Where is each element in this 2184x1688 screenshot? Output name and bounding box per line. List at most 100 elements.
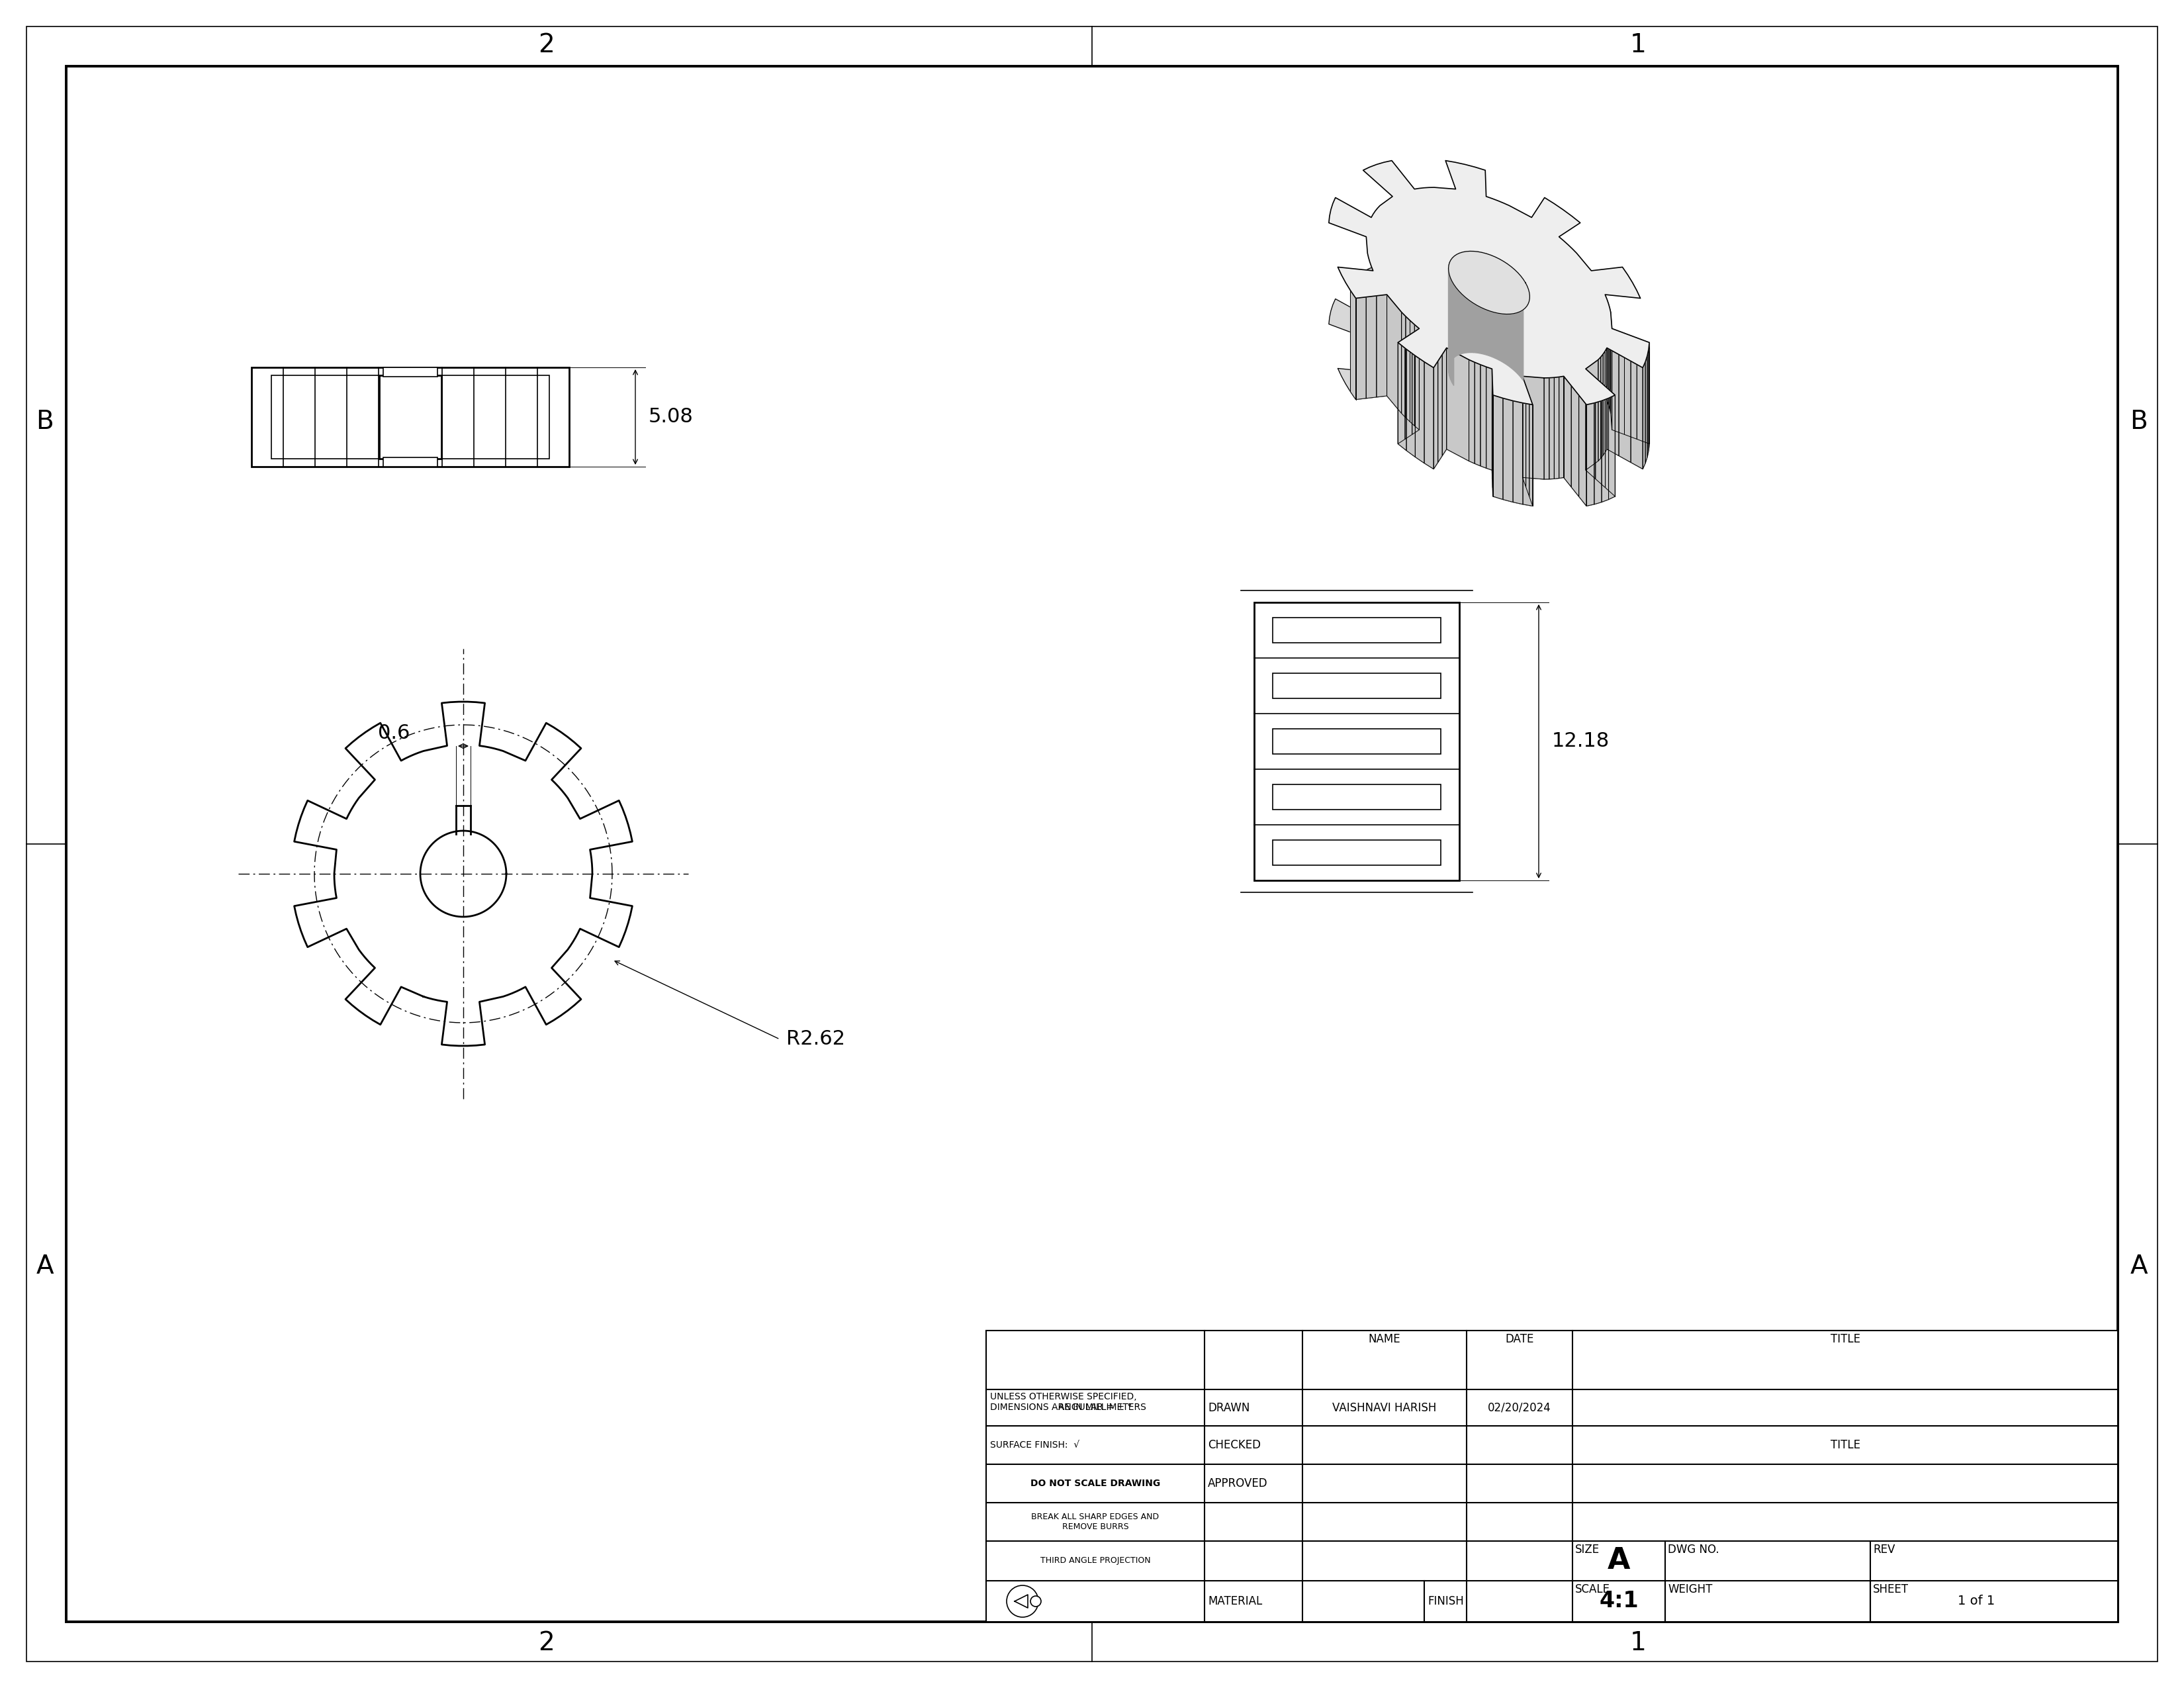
Polygon shape [1465, 252, 1470, 353]
Text: B: B [2129, 410, 2147, 434]
Polygon shape [1631, 361, 1642, 469]
Polygon shape [1564, 376, 1570, 488]
Polygon shape [1612, 329, 1625, 434]
Polygon shape [1402, 312, 1406, 417]
Polygon shape [1527, 387, 1529, 496]
Text: 5.08: 5.08 [649, 407, 695, 427]
Text: A: A [2129, 1254, 2147, 1278]
Polygon shape [1398, 343, 1406, 451]
Bar [1273, 785, 1441, 810]
Polygon shape [1457, 253, 1459, 356]
Bar [1273, 674, 1441, 699]
Polygon shape [1433, 361, 1437, 469]
Polygon shape [1605, 387, 1614, 496]
Text: R2.62: R2.62 [786, 1030, 845, 1048]
Polygon shape [1559, 376, 1564, 478]
Polygon shape [1479, 252, 1483, 354]
Polygon shape [1555, 376, 1559, 479]
Polygon shape [1518, 273, 1520, 378]
Polygon shape [1496, 257, 1500, 360]
Text: 1 of 1: 1 of 1 [1957, 1595, 1994, 1607]
Polygon shape [1607, 348, 1618, 456]
Polygon shape [1448, 252, 1529, 314]
Polygon shape [1618, 354, 1631, 463]
Polygon shape [1594, 400, 1601, 505]
Text: A: A [1607, 1546, 1629, 1575]
Polygon shape [1642, 361, 1645, 469]
Polygon shape [1500, 258, 1503, 363]
Text: BREAK ALL SHARP EDGES AND
REMOVE BURRS: BREAK ALL SHARP EDGES AND REMOVE BURRS [1031, 1512, 1160, 1531]
Text: SHEET: SHEET [1874, 1583, 1909, 1595]
Polygon shape [1494, 395, 1503, 500]
Polygon shape [1415, 324, 1420, 430]
Polygon shape [1610, 395, 1614, 500]
Polygon shape [1367, 295, 1376, 398]
Polygon shape [1579, 395, 1586, 506]
Text: MATERIAL: MATERIAL [1208, 1595, 1262, 1607]
Bar [384, 457, 437, 466]
Text: NAME: NAME [1369, 1334, 1400, 1345]
Polygon shape [1544, 378, 1548, 479]
Polygon shape [1459, 252, 1463, 354]
Polygon shape [1437, 354, 1441, 463]
Polygon shape [1503, 398, 1514, 501]
Text: 12.18: 12.18 [1553, 733, 1610, 751]
Polygon shape [1597, 378, 1605, 488]
Text: SIZE: SIZE [1575, 1545, 1599, 1556]
Polygon shape [1492, 255, 1496, 358]
Bar [1273, 841, 1441, 866]
Text: ANGULAR = ± °: ANGULAR = ± ° [1059, 1403, 1131, 1413]
Polygon shape [1463, 252, 1465, 353]
Text: FINISH: FINISH [1428, 1595, 1463, 1607]
Polygon shape [1601, 398, 1610, 501]
Text: B: B [37, 410, 55, 434]
Polygon shape [1599, 356, 1601, 461]
Polygon shape [1487, 253, 1492, 356]
Text: UNLESS OTHERWISE SPECIFIED,
DIMENSIONS ARE IN MILLIMETERS: UNLESS OTHERWISE SPECIFIED, DIMENSIONS A… [989, 1393, 1147, 1413]
Polygon shape [1481, 365, 1487, 468]
Text: 2: 2 [537, 1631, 555, 1656]
Polygon shape [1503, 262, 1507, 365]
Polygon shape [1446, 348, 1470, 461]
Polygon shape [1441, 348, 1446, 456]
Bar [1254, 603, 1459, 881]
Polygon shape [1328, 160, 1649, 405]
Polygon shape [1470, 360, 1474, 464]
Polygon shape [1570, 387, 1579, 496]
Polygon shape [1406, 349, 1415, 457]
Polygon shape [1520, 277, 1522, 380]
Text: TITLE: TITLE [1830, 1334, 1861, 1345]
Text: SCALE: SCALE [1575, 1583, 1610, 1595]
Bar [987, 1330, 2118, 1622]
Polygon shape [1474, 252, 1479, 353]
Text: SURFACE FINISH:  √: SURFACE FINISH: √ [989, 1440, 1079, 1450]
Polygon shape [1529, 395, 1533, 506]
Polygon shape [1514, 400, 1522, 505]
Polygon shape [1455, 255, 1457, 358]
Polygon shape [1470, 252, 1474, 353]
Polygon shape [1636, 338, 1649, 444]
Bar [384, 368, 437, 376]
Text: VAISHNAVI HARISH: VAISHNAVI HARISH [1332, 1401, 1437, 1413]
Polygon shape [1483, 253, 1487, 354]
Text: 1: 1 [1629, 1631, 1647, 1656]
Text: WEIGHT: WEIGHT [1669, 1583, 1712, 1595]
Polygon shape [1387, 295, 1402, 414]
Text: 02/20/2024: 02/20/2024 [1487, 1401, 1551, 1413]
Polygon shape [1487, 366, 1492, 471]
Text: 0.6: 0.6 [378, 724, 411, 743]
Polygon shape [1516, 270, 1518, 375]
Text: 2: 2 [537, 32, 555, 57]
Text: 4:1: 4:1 [1599, 1590, 1638, 1612]
Polygon shape [1376, 295, 1387, 397]
Text: REV: REV [1874, 1545, 1896, 1556]
Polygon shape [1586, 370, 1597, 479]
Circle shape [1031, 1595, 1042, 1607]
Polygon shape [1398, 338, 1404, 444]
Polygon shape [1474, 363, 1481, 466]
Polygon shape [1522, 403, 1533, 506]
Polygon shape [1424, 361, 1433, 469]
Bar [251, 368, 570, 466]
Polygon shape [1601, 354, 1603, 457]
Text: DATE: DATE [1505, 1334, 1533, 1345]
